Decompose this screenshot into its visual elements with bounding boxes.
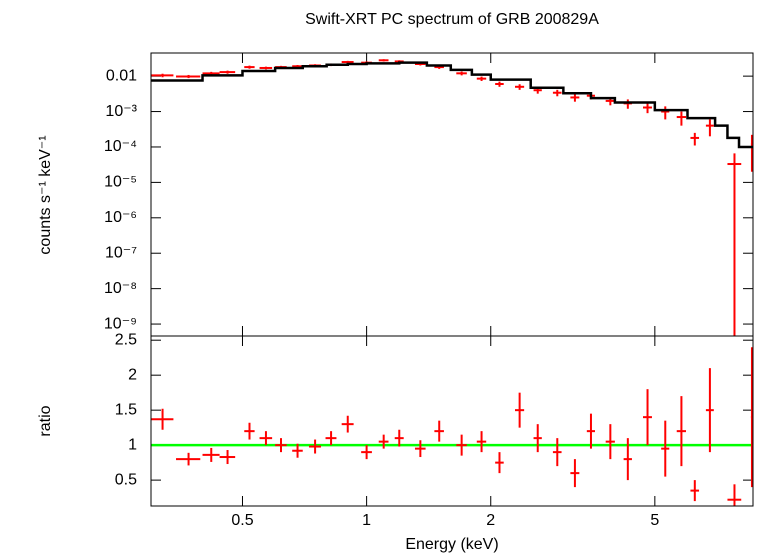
- y-tick-label: 10⁻⁵: [104, 174, 137, 191]
- x-tick-label: 1: [362, 512, 371, 529]
- y-tick-label: 10⁻⁶: [104, 209, 137, 226]
- y-tick-label: 10⁻³: [105, 103, 137, 120]
- y-tick-label: 2: [128, 366, 137, 383]
- y-tick-label: 10⁻⁷: [105, 244, 137, 261]
- x-tick-label: 0.5: [231, 512, 253, 529]
- chart-title: Swift-XRT PC spectrum of GRB 200829A: [305, 11, 599, 28]
- plot-frame: [150, 335, 754, 507]
- model-line: [151, 61, 753, 149]
- y-tick-label: 2.5: [115, 331, 137, 348]
- y-axis-label: ratio: [37, 405, 54, 436]
- y-tick-label: 0.01: [106, 67, 137, 84]
- y-axis-label: counts s⁻¹ keV⁻¹: [37, 135, 54, 254]
- y-tick-label: 10⁻⁹: [104, 315, 137, 332]
- plot-frame: [150, 52, 754, 337]
- y-tick-label: 1.5: [115, 401, 137, 418]
- y-tick-label: 1: [128, 436, 137, 453]
- y-tick-label: 10⁻⁸: [104, 280, 137, 297]
- x-tick-label: 2: [486, 512, 495, 529]
- x-tick-label: 5: [650, 512, 659, 529]
- x-axis-label: Energy (keV): [405, 536, 498, 553]
- y-tick-label: 10⁻⁴: [104, 138, 137, 155]
- y-tick-label: 0.5: [115, 471, 137, 488]
